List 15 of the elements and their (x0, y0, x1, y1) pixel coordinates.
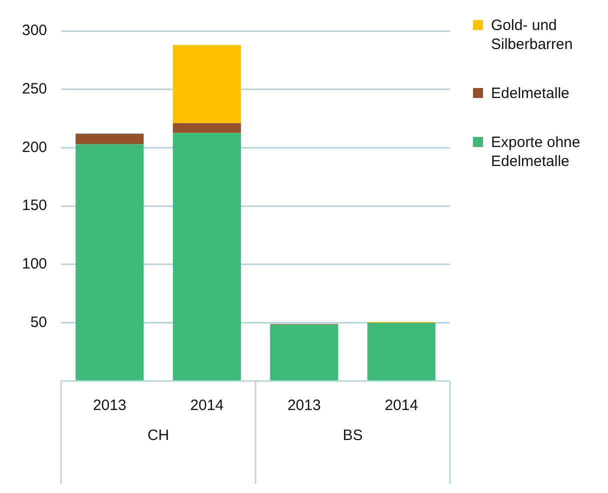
text: CH (147, 427, 170, 444)
y-tick-label: 150 (22, 197, 48, 214)
legend-label: Gold- und Silberbarren (491, 16, 574, 54)
x-tick-label: 2014 (190, 397, 224, 414)
text: BS (342, 427, 363, 444)
x-tick-label: 2013 (92, 397, 126, 414)
x-tick-label: 2014 (384, 397, 418, 414)
y-tick-label: 100 (22, 255, 48, 272)
y-tick-label: 250 (22, 80, 48, 98)
legend-label: Exporte ohne Edelmetalle (491, 133, 582, 171)
y-tick-label: 200 (22, 138, 48, 156)
y-tick-label: 50 (30, 314, 48, 331)
legend-label: Edelmetalle (491, 84, 570, 103)
y-tick-label: 300 (22, 22, 48, 40)
x-tick-label: 2013 (287, 397, 321, 414)
